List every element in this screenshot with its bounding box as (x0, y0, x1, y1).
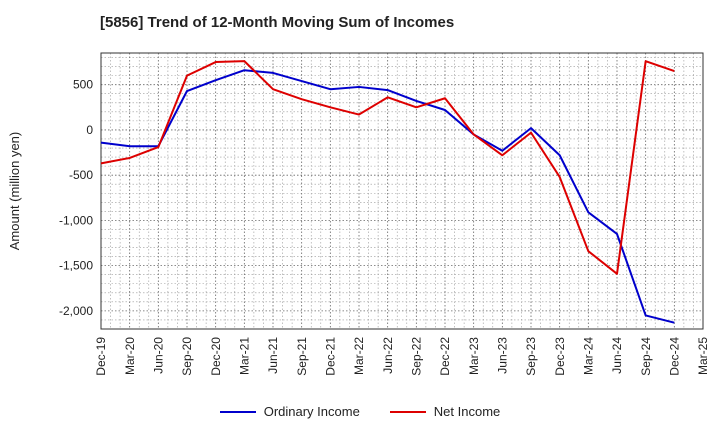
x-tick-label: Sep-22 (410, 337, 424, 376)
plot-border (100, 52, 704, 330)
legend-swatch (219, 410, 256, 413)
y-tick-label: -2,000 (59, 304, 93, 318)
x-tick-label: Mar-21 (238, 337, 252, 375)
legend-label: Ordinary Income (263, 404, 360, 419)
y-axis-title: Amount (million yen) (7, 132, 22, 251)
legend-item-ordinary-income: Ordinary Income (219, 404, 360, 419)
chart-title: [5856] Trend of 12-Month Moving Sum of I… (100, 14, 455, 31)
x-tick-label: Sep-24 (639, 337, 653, 376)
series-layer (100, 60, 675, 324)
y-tick-label: -1,000 (59, 213, 93, 227)
series-line-ordinary-income (100, 69, 675, 324)
tick-layer: 500 0 -500 -1,000 -1,500 -2,000 Dec-19 Mar-20 Ju… (59, 78, 710, 376)
y-tick-label: 0 (86, 123, 93, 137)
x-tick-label: Dec-21 (324, 337, 338, 376)
series-line-net-income (100, 60, 675, 275)
grid-layer (101, 53, 703, 329)
x-tick-label: Jun-24 (610, 337, 624, 374)
x-tick-label: Mar-25 (696, 337, 710, 375)
x-tick-label: Mar-20 (123, 337, 137, 375)
x-tick-label: Sep-23 (524, 337, 538, 376)
legend-label: Net Income (433, 404, 501, 419)
y-tick-label: -500 (69, 168, 93, 182)
x-tick-label: Mar-24 (582, 337, 596, 375)
x-tick-label: Jun-21 (266, 337, 280, 374)
x-tick-label: Mar-22 (352, 337, 366, 375)
x-tick-label: Sep-21 (295, 337, 309, 376)
x-tick-label: Jun-22 (381, 337, 395, 374)
x-tick-label: Jun-23 (496, 337, 510, 374)
x-tick-label: Mar-23 (467, 337, 481, 375)
legend: Ordinary Income Net Income (0, 404, 720, 419)
x-tick-label: Dec-20 (209, 337, 223, 376)
legend-item-net-income: Net Income (389, 404, 501, 419)
legend-swatch (389, 410, 426, 413)
x-tick-label: Sep-20 (180, 337, 194, 376)
x-tick-label: Jun-20 (152, 337, 166, 374)
y-tick-label: 500 (73, 78, 93, 92)
x-tick-label: Dec-22 (438, 337, 452, 376)
x-tick-label: Dec-19 (94, 337, 108, 376)
x-tick-label: Dec-23 (553, 337, 567, 376)
y-tick-label: -1,500 (59, 259, 93, 273)
x-tick-label: Dec-24 (668, 337, 682, 376)
